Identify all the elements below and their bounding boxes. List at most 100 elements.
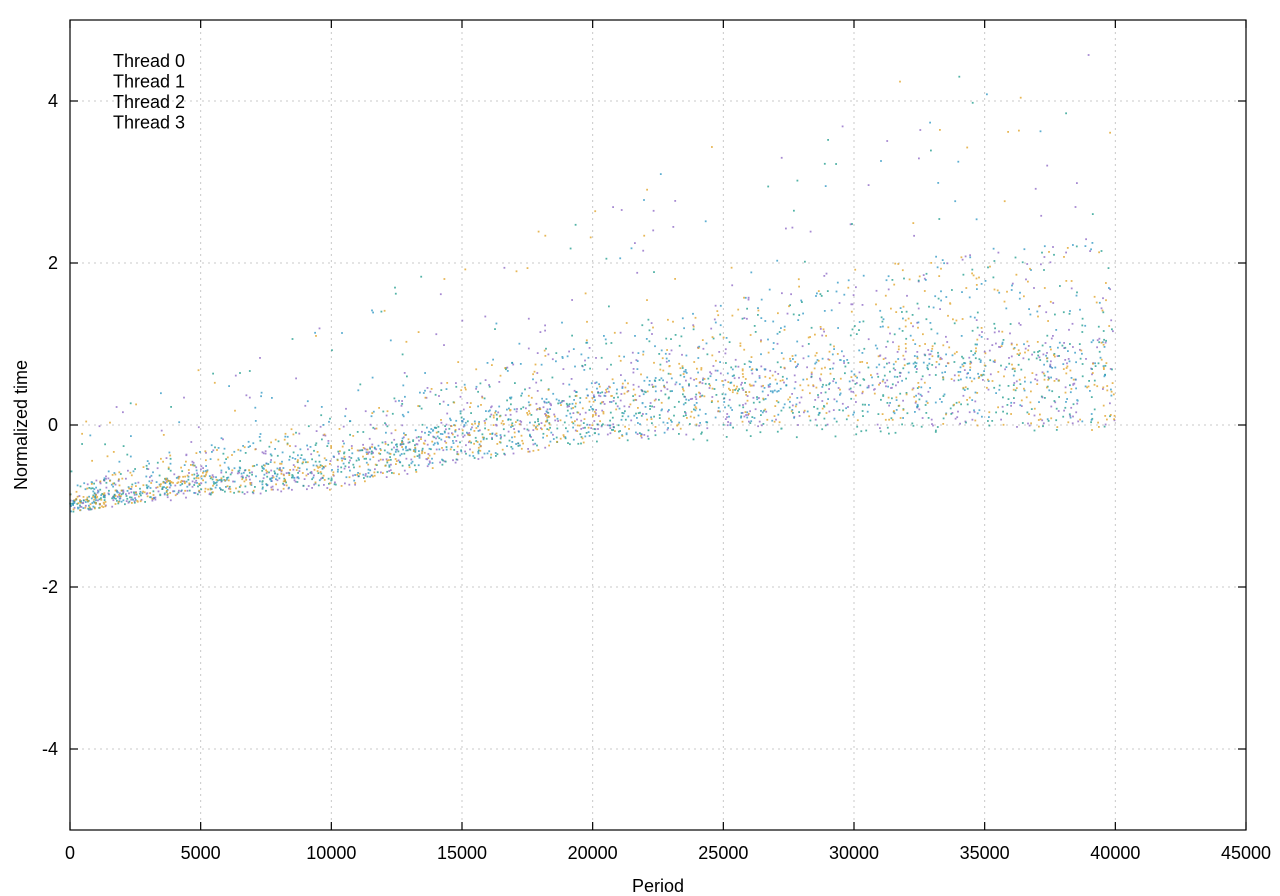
data-point (515, 270, 518, 273)
data-point (1043, 245, 1046, 248)
data-point (835, 290, 838, 293)
data-point (775, 400, 778, 402)
data-point (929, 121, 931, 124)
data-point (888, 432, 890, 435)
data-point (1079, 357, 1082, 360)
data-point (506, 370, 509, 372)
data-point (550, 431, 553, 434)
data-point (223, 447, 226, 450)
data-point (271, 477, 273, 479)
data-point (768, 377, 771, 380)
data-point (274, 448, 276, 450)
data-point (202, 479, 204, 482)
data-point (244, 452, 247, 454)
data-point (477, 450, 480, 453)
data-point (476, 441, 479, 443)
data-point (125, 495, 128, 497)
data-point (586, 341, 589, 344)
data-point (762, 397, 765, 400)
data-point (697, 347, 700, 349)
data-point (141, 492, 144, 495)
data-point (414, 446, 417, 449)
data-point (386, 425, 389, 428)
data-point (317, 484, 320, 487)
data-point (139, 490, 142, 493)
data-point (1046, 360, 1049, 363)
data-point (677, 423, 680, 426)
data-point (905, 347, 907, 350)
data-point (384, 443, 387, 445)
data-point (739, 345, 742, 347)
data-point (313, 468, 316, 471)
data-point (679, 427, 682, 430)
data-point (343, 451, 346, 454)
data-point (842, 355, 845, 358)
data-point (92, 490, 95, 493)
data-point (228, 385, 230, 387)
data-point (512, 363, 515, 366)
data-point (162, 434, 165, 436)
data-point (590, 405, 592, 408)
data-point (783, 366, 786, 369)
data-point (762, 384, 764, 387)
data-point (1054, 401, 1057, 404)
data-point (939, 356, 942, 359)
data-point (490, 406, 492, 409)
data-point (462, 425, 465, 428)
data-point (637, 412, 640, 414)
data-point (963, 389, 966, 391)
data-point (1067, 350, 1069, 352)
data-point (749, 384, 752, 387)
data-point (273, 461, 276, 464)
data-point (79, 505, 82, 508)
data-point (219, 488, 222, 491)
data-point (372, 475, 374, 478)
data-point (445, 448, 448, 451)
data-point (779, 366, 782, 369)
data-point (412, 439, 415, 442)
data-point (1093, 408, 1096, 411)
data-point (746, 317, 748, 320)
data-point (518, 342, 521, 345)
data-point (719, 324, 722, 327)
data-point (611, 378, 614, 381)
data-point (361, 449, 364, 452)
data-point (325, 459, 328, 461)
data-point (748, 360, 751, 363)
data-point (1087, 54, 1090, 56)
data-point (785, 384, 788, 386)
data-point (91, 459, 93, 462)
data-point (665, 360, 668, 363)
data-point (92, 505, 95, 508)
data-point (834, 435, 837, 438)
data-point (254, 420, 257, 422)
data-point (904, 325, 907, 328)
data-point (955, 401, 958, 404)
data-point (1021, 261, 1024, 264)
data-point (102, 496, 105, 498)
data-point (294, 480, 297, 483)
data-point (942, 378, 945, 381)
data-point (988, 411, 991, 414)
data-point (899, 375, 901, 378)
data-point (79, 501, 82, 504)
data-point (521, 392, 523, 395)
data-point (751, 384, 753, 387)
data-point (829, 368, 832, 370)
data-point (575, 391, 577, 393)
data-point (1046, 334, 1049, 337)
data-point (683, 327, 685, 330)
series-2 (69, 93, 1113, 513)
data-point (930, 262, 933, 264)
data-point (741, 368, 744, 371)
data-point (1049, 365, 1052, 368)
data-point (1013, 402, 1016, 404)
data-point (767, 394, 769, 397)
data-point (628, 405, 631, 408)
data-point (315, 430, 318, 432)
data-point (626, 390, 629, 393)
data-point (380, 310, 383, 313)
data-point (819, 377, 821, 380)
data-point (209, 458, 212, 460)
data-point (248, 370, 251, 372)
